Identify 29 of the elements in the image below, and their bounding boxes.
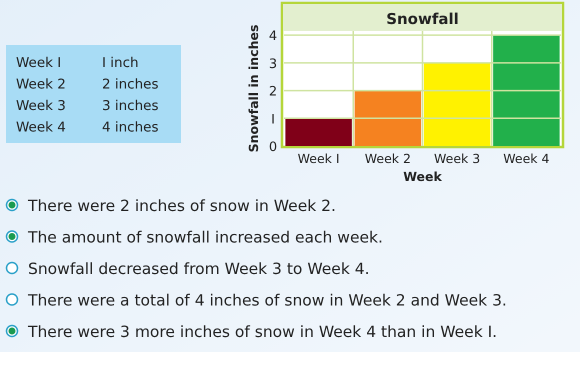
x-tick-label: Week 3 xyxy=(434,151,480,166)
text: Week 3 xyxy=(16,98,66,114)
text: Week 4 xyxy=(16,120,66,136)
text: 2 inches xyxy=(102,76,159,92)
text: There were a total of 4 inches of snow in Week 2 and Week 3. xyxy=(27,292,507,310)
text: I inch xyxy=(102,55,139,71)
text: Snowfall decreased from Week 3 to Week 4. xyxy=(28,260,370,278)
y-tick-label: 0 xyxy=(268,140,278,155)
x-tick-label: Week 4 xyxy=(503,151,550,166)
text: Week 2 xyxy=(16,76,66,92)
bar xyxy=(285,118,352,146)
x-tick-label: Week 2 xyxy=(364,151,411,166)
text: 3 inches xyxy=(102,98,159,114)
text: There were 2 inches of snow in Week 2. xyxy=(27,197,336,215)
chart-title: Snowfall xyxy=(386,10,459,28)
y-tick-label: 4 xyxy=(268,29,278,44)
text: Week I xyxy=(16,55,62,71)
text: The amount of snowfall increased each week. xyxy=(27,228,383,246)
y-tick-label: 2 xyxy=(268,84,278,100)
x-axis-title: Week xyxy=(403,169,442,184)
text: 4 inches xyxy=(102,120,159,136)
y-tick-label: I xyxy=(271,112,275,128)
x-tick-label: Week I xyxy=(298,151,340,166)
y-axis-title: Snowfall in inches xyxy=(246,24,261,152)
bar xyxy=(354,90,422,146)
y-tick-label: 3 xyxy=(268,56,278,72)
text: There were 3 more inches of snow in Week 4 than in Week I. xyxy=(27,323,498,341)
bar xyxy=(493,35,560,146)
bar xyxy=(424,62,490,146)
